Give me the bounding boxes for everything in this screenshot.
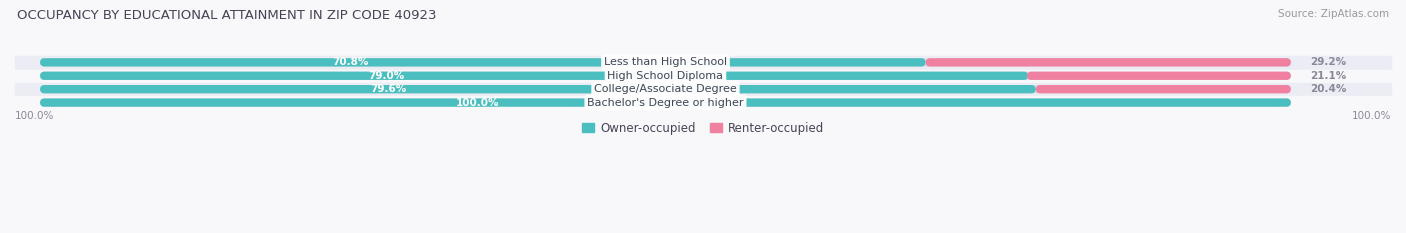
Text: Less than High School: Less than High School (605, 57, 727, 67)
Legend: Owner-occupied, Renter-occupied: Owner-occupied, Renter-occupied (578, 117, 828, 140)
FancyBboxPatch shape (39, 72, 1028, 80)
FancyBboxPatch shape (39, 85, 1036, 93)
Text: 70.8%: 70.8% (332, 57, 368, 67)
Text: 79.0%: 79.0% (368, 71, 404, 81)
Text: Source: ZipAtlas.com: Source: ZipAtlas.com (1278, 9, 1389, 19)
Text: 29.2%: 29.2% (1310, 57, 1346, 67)
FancyBboxPatch shape (39, 98, 1291, 107)
Text: College/Associate Degree: College/Associate Degree (595, 84, 737, 94)
FancyBboxPatch shape (1036, 85, 1291, 93)
Text: 21.1%: 21.1% (1310, 71, 1346, 81)
FancyBboxPatch shape (39, 72, 1291, 80)
Text: 20.4%: 20.4% (1310, 84, 1346, 94)
Text: OCCUPANCY BY EDUCATIONAL ATTAINMENT IN ZIP CODE 40923: OCCUPANCY BY EDUCATIONAL ATTAINMENT IN Z… (17, 9, 436, 22)
Bar (15, 70, 1391, 82)
FancyBboxPatch shape (925, 58, 1291, 67)
Bar (15, 83, 1391, 95)
Bar (15, 96, 1391, 109)
Text: 79.6%: 79.6% (370, 84, 406, 94)
FancyBboxPatch shape (39, 58, 1291, 67)
FancyBboxPatch shape (39, 85, 1291, 93)
FancyBboxPatch shape (39, 58, 925, 67)
Text: Bachelor's Degree or higher: Bachelor's Degree or higher (588, 98, 744, 108)
Text: 100.0%: 100.0% (456, 98, 499, 108)
Bar (15, 56, 1391, 69)
Text: 100.0%: 100.0% (15, 111, 55, 121)
FancyBboxPatch shape (1026, 72, 1291, 80)
FancyBboxPatch shape (39, 98, 1291, 107)
Text: 100.0%: 100.0% (1351, 111, 1391, 121)
Text: High School Diploma: High School Diploma (607, 71, 724, 81)
